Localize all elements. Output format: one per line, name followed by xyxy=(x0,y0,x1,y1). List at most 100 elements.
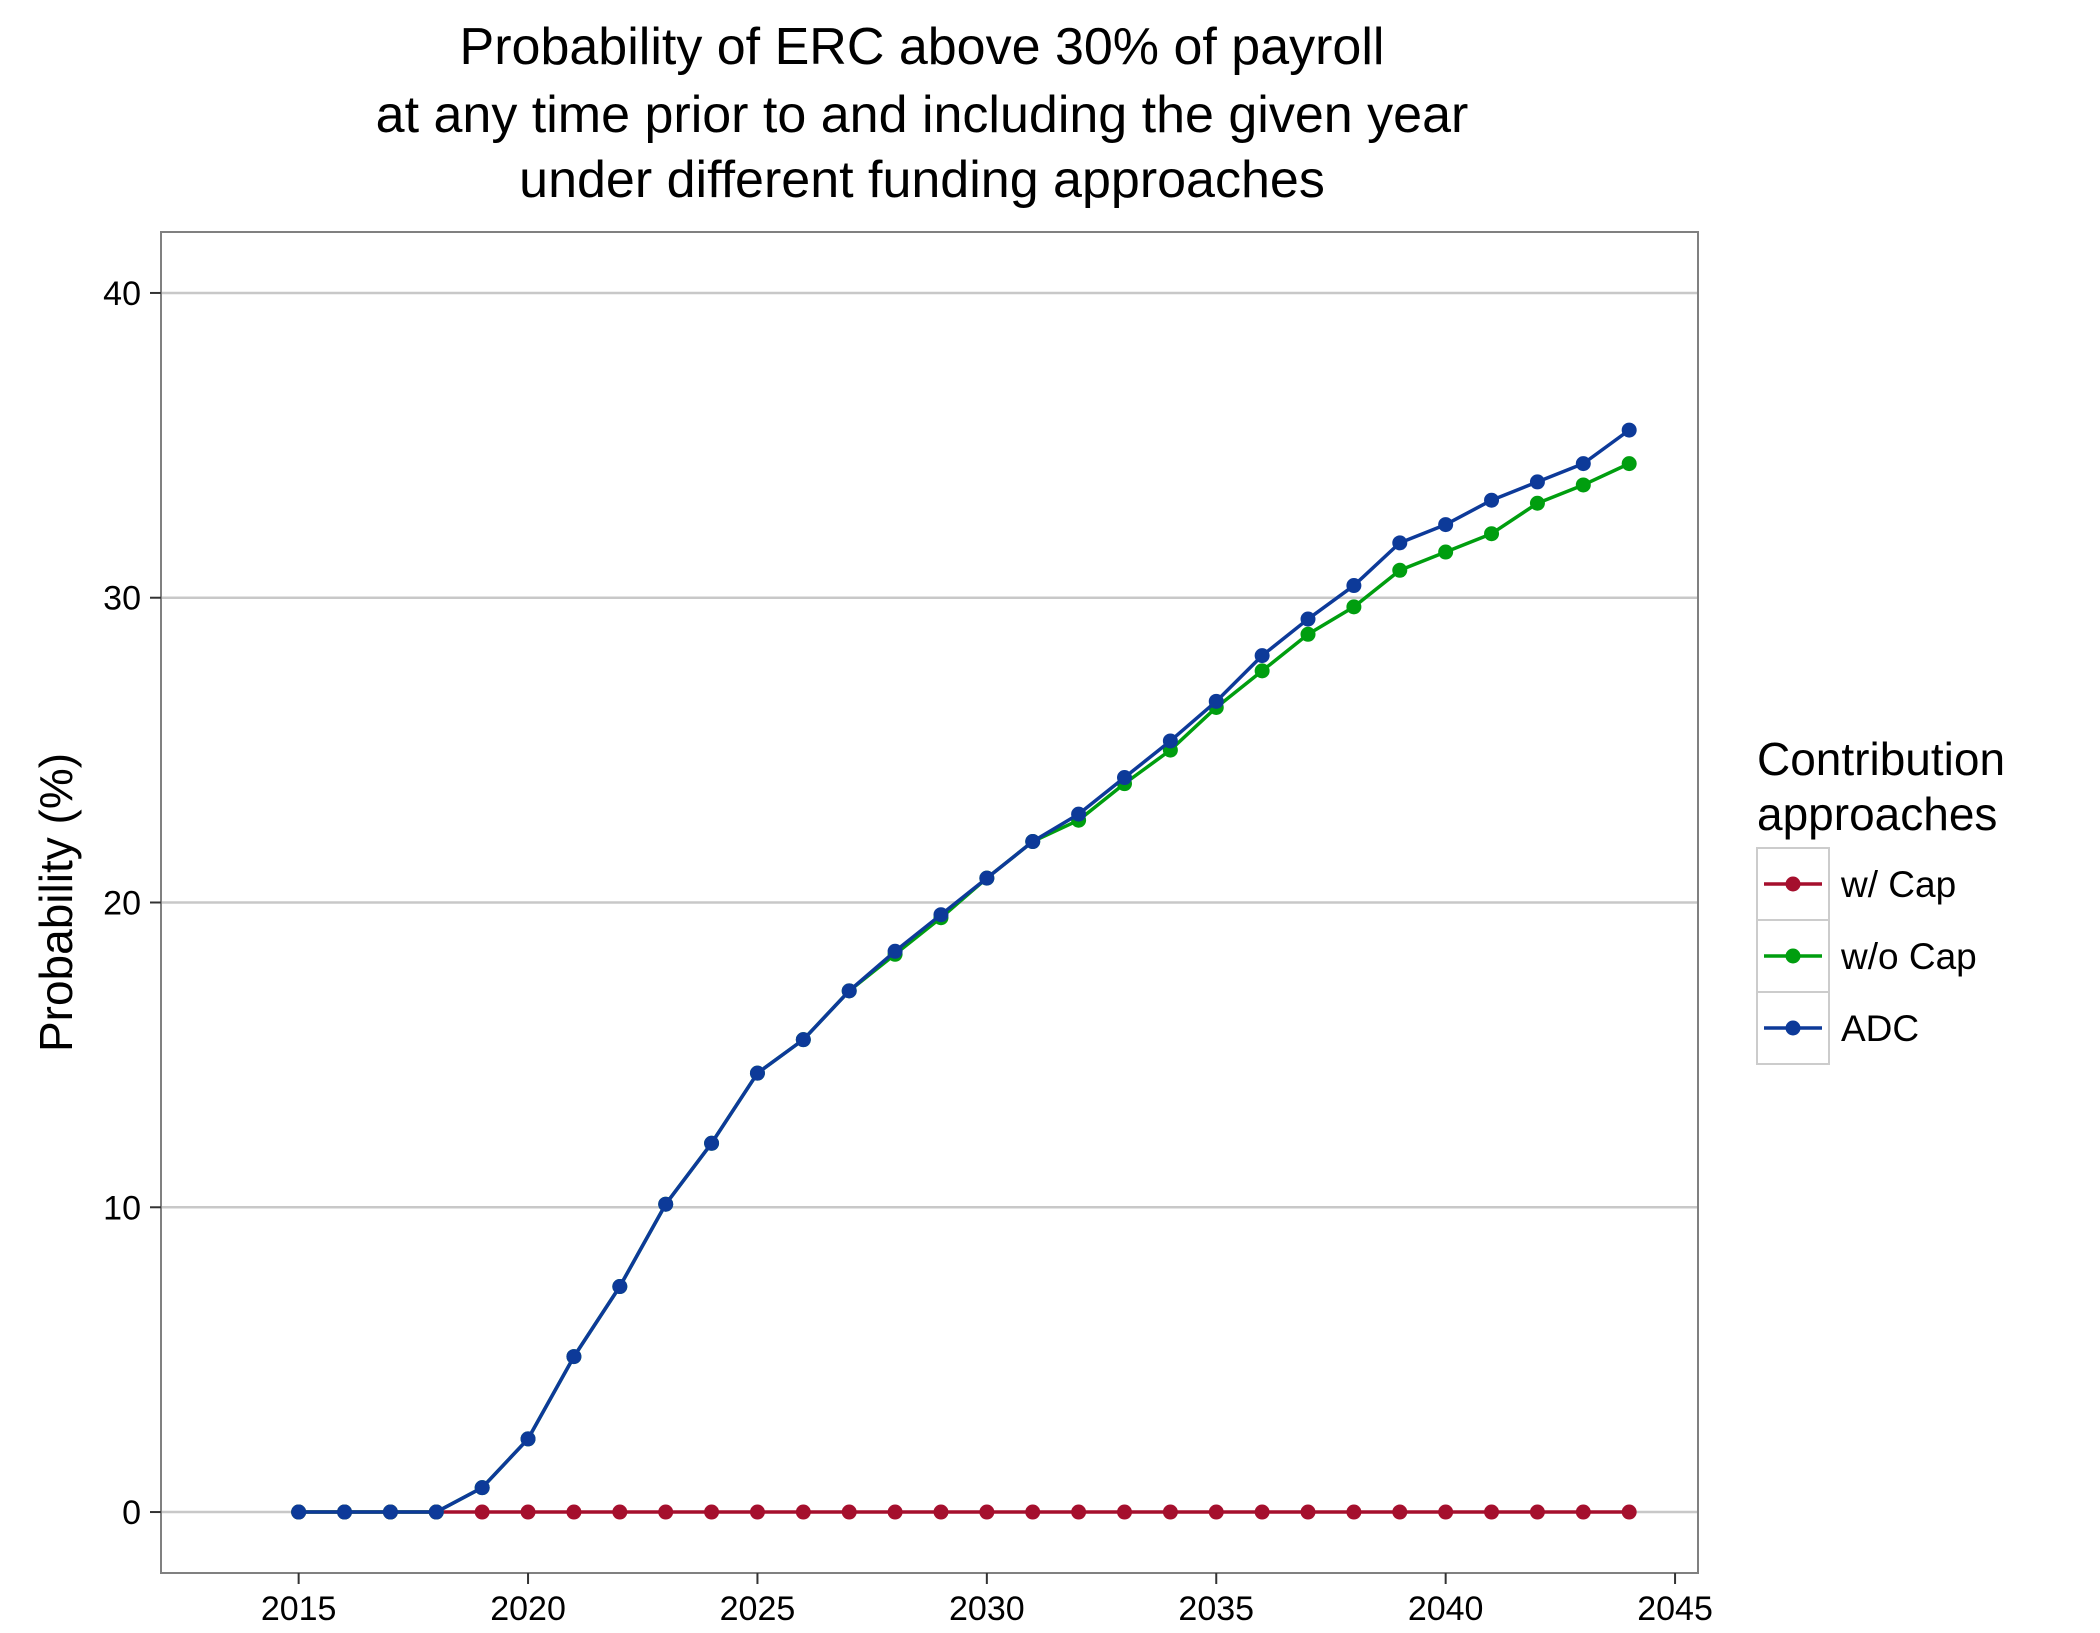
legend-label: ADC xyxy=(1841,1008,1919,1049)
y-tick-label: 20 xyxy=(103,885,141,923)
series-line xyxy=(298,462,1630,1514)
chart-title-line: at any time prior to and including the g… xyxy=(376,86,1469,144)
data-point xyxy=(749,1065,765,1081)
series-w-o-cap xyxy=(291,456,1637,1520)
data-point xyxy=(1116,1504,1132,1520)
series-line xyxy=(298,428,1631,1514)
grid-lines xyxy=(161,291,1698,1514)
legend-key-point xyxy=(1785,1020,1801,1036)
legend-title: approaches xyxy=(1757,788,1997,840)
x-tick-label: 2020 xyxy=(490,1590,566,1628)
chart-title: Probability of ERC above 30% of payroll a… xyxy=(376,18,1469,209)
data-point xyxy=(1162,1504,1178,1520)
legend-title: Contribution xyxy=(1757,733,2005,785)
data-point xyxy=(1300,626,1316,642)
data-point xyxy=(1300,611,1316,627)
data-point xyxy=(887,943,903,959)
legend-key-point xyxy=(1785,876,1801,892)
legend-item: w/o Cap xyxy=(1756,919,1977,993)
data-point xyxy=(474,1504,490,1520)
data-point xyxy=(1254,648,1270,664)
y-axis: 0 10 20 30 40 xyxy=(103,275,161,1532)
data-point xyxy=(933,1504,949,1520)
data-point xyxy=(1346,1504,1362,1520)
data-point xyxy=(1484,526,1500,542)
data-point xyxy=(520,1431,536,1447)
data-point xyxy=(382,1504,398,1520)
data-point xyxy=(841,983,857,999)
data-point xyxy=(1621,456,1637,472)
x-tick-label: 2015 xyxy=(261,1590,337,1628)
data-point xyxy=(1025,1504,1041,1520)
data-point xyxy=(979,870,995,886)
data-point xyxy=(1484,492,1500,508)
series xyxy=(291,422,1637,1520)
data-point xyxy=(1529,474,1545,490)
y-tick-label: 40 xyxy=(103,275,141,313)
data-point xyxy=(749,1504,765,1520)
chart-title-line: Probability of ERC above 30% of payroll xyxy=(460,18,1385,76)
data-point xyxy=(1346,599,1362,615)
data-point xyxy=(1346,578,1362,594)
data-point xyxy=(1071,806,1087,822)
x-tick-label: 2040 xyxy=(1408,1590,1484,1628)
data-point xyxy=(1575,1504,1591,1520)
data-point xyxy=(612,1279,628,1295)
y-axis-title: Probability (%) xyxy=(30,753,82,1052)
x-tick-label: 2030 xyxy=(949,1590,1025,1628)
data-point xyxy=(1438,544,1454,560)
x-tick-label: 2025 xyxy=(720,1590,796,1628)
data-point xyxy=(1484,1504,1500,1520)
x-tick-label: 2045 xyxy=(1637,1590,1713,1628)
legend-item: ADC xyxy=(1756,991,1919,1065)
legend-label: w/o Cap xyxy=(1840,936,1977,977)
y-tick-label: 30 xyxy=(103,580,141,618)
data-point xyxy=(1392,562,1408,578)
data-point xyxy=(933,907,949,923)
data-point xyxy=(887,1504,903,1520)
data-point xyxy=(1162,733,1178,749)
legend-label: w/ Cap xyxy=(1840,864,1956,905)
data-point xyxy=(704,1504,720,1520)
data-point xyxy=(1025,834,1041,850)
chart-title-line: under different funding approaches xyxy=(519,151,1325,209)
data-point xyxy=(1254,1504,1270,1520)
data-point xyxy=(1208,693,1224,709)
data-point xyxy=(1575,477,1591,493)
data-point xyxy=(1621,422,1637,438)
data-point xyxy=(1438,517,1454,533)
data-point xyxy=(658,1196,674,1212)
data-point xyxy=(1254,663,1270,679)
data-point xyxy=(1392,535,1408,551)
data-point xyxy=(841,1504,857,1520)
legend-key-point xyxy=(1785,948,1801,964)
data-point xyxy=(1392,1504,1408,1520)
data-point xyxy=(1529,495,1545,511)
data-point xyxy=(428,1504,444,1520)
data-point xyxy=(612,1504,628,1520)
legend-item: w/ Cap xyxy=(1756,847,1956,921)
data-point xyxy=(1438,1504,1454,1520)
data-point xyxy=(795,1504,811,1520)
data-point xyxy=(658,1504,674,1520)
data-point xyxy=(1071,1504,1087,1520)
series-adc xyxy=(291,422,1637,1520)
x-tick-label: 2035 xyxy=(1178,1590,1254,1628)
data-point xyxy=(291,1504,307,1520)
data-point xyxy=(520,1504,536,1520)
data-point xyxy=(704,1135,720,1151)
data-point xyxy=(1116,770,1132,786)
data-point xyxy=(1529,1504,1545,1520)
data-point xyxy=(1300,1504,1316,1520)
y-tick-label: 10 xyxy=(103,1189,141,1227)
series-w-cap xyxy=(291,1504,1637,1520)
x-axis: 2015 2020 2025 2030 2035 2040 2045 xyxy=(261,1573,1713,1628)
data-point xyxy=(1621,1504,1637,1520)
data-point xyxy=(795,1032,811,1048)
data-point xyxy=(1575,456,1591,472)
data-point xyxy=(566,1504,582,1520)
data-point xyxy=(337,1504,353,1520)
data-point xyxy=(1208,1504,1224,1520)
